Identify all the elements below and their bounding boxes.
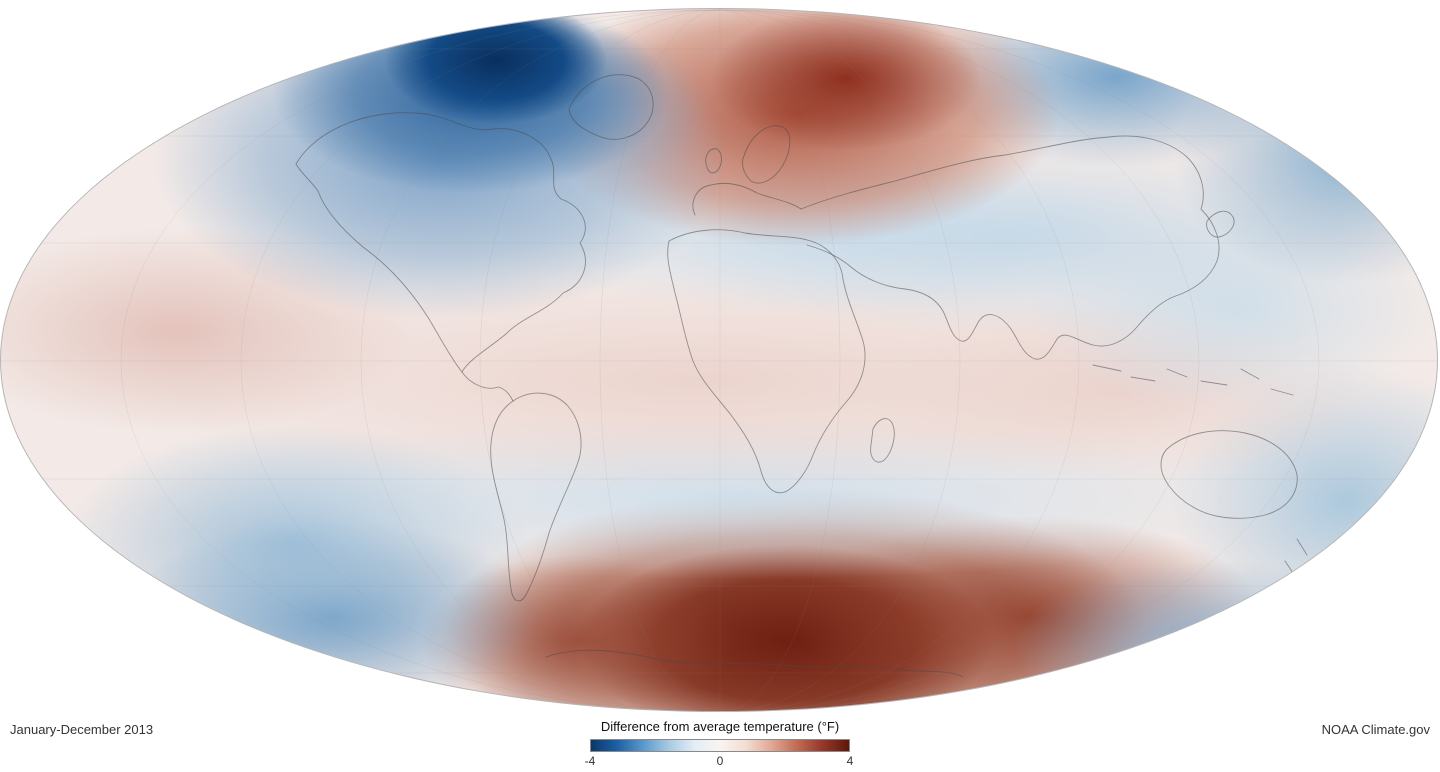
legend-tick-min: -4 [584, 754, 596, 768]
source-label: NOAA Climate.gov [1321, 722, 1430, 737]
temperature-anomaly-map [0, 8, 1438, 712]
legend-title: Difference from average temperature (°F) [600, 719, 840, 734]
legend-tick-max: 4 [846, 754, 854, 768]
legend-colorbar [590, 739, 850, 752]
legend-tick-zero: 0 [716, 754, 724, 768]
graticule-lines [1, 9, 1437, 711]
map-overlay-svg [1, 9, 1437, 711]
coastlines [295, 74, 1308, 678]
legend-ticks: -4 0 4 [585, 754, 854, 768]
period-label: January-December 2013 [10, 722, 154, 737]
legend: Difference from average temperature (°F)… [570, 719, 870, 768]
